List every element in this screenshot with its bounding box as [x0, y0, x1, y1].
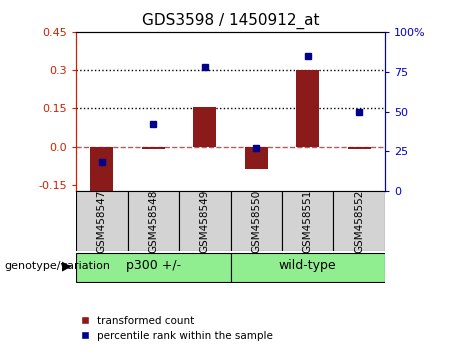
Text: p300 +/-: p300 +/- [126, 259, 181, 272]
Title: GDS3598 / 1450912_at: GDS3598 / 1450912_at [142, 13, 319, 29]
Bar [179, 191, 230, 251]
Bar [282, 191, 333, 251]
Bar [333, 191, 385, 251]
Text: GSM458550: GSM458550 [251, 190, 261, 253]
Bar [245, 147, 268, 170]
Bar [76, 253, 230, 282]
Legend: transformed count, percentile rank within the sample: transformed count, percentile rank withi… [77, 312, 278, 345]
Text: wild-type: wild-type [279, 259, 337, 272]
Bar [90, 147, 113, 191]
Bar [230, 253, 385, 282]
Text: ▶: ▶ [62, 259, 72, 272]
Bar [76, 191, 128, 251]
Bar [193, 107, 216, 147]
Text: GSM458548: GSM458548 [148, 189, 158, 253]
Text: GSM458549: GSM458549 [200, 189, 210, 253]
Text: GSM458552: GSM458552 [354, 189, 364, 253]
Bar [348, 147, 371, 149]
Text: genotype/variation: genotype/variation [5, 261, 111, 271]
Bar [128, 191, 179, 251]
Text: GSM458551: GSM458551 [303, 189, 313, 253]
Bar [296, 70, 319, 147]
Bar [142, 147, 165, 149]
Bar [230, 191, 282, 251]
Text: GSM458547: GSM458547 [97, 189, 107, 253]
